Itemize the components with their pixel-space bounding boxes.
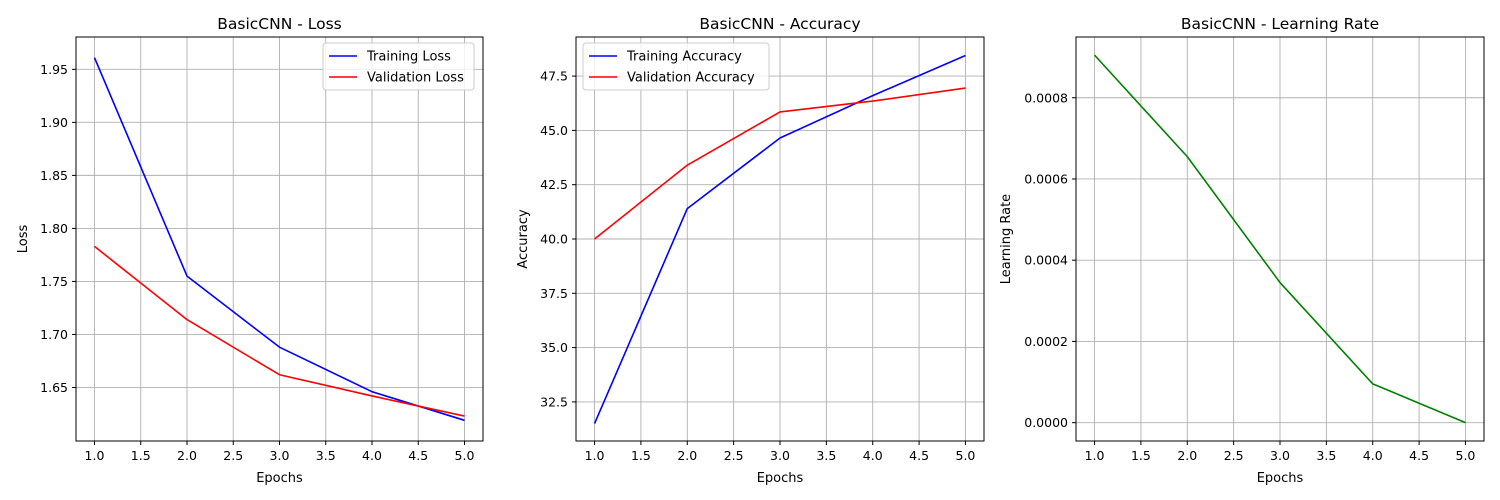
y-tick-label: 1.95 [40,62,68,77]
y-tick-label: 0.0006 [1024,171,1068,186]
y-tick-label: 32.5 [540,394,568,409]
series-line-1 [1093,54,1466,424]
plot-frame [575,36,985,442]
y-tick-label: 0.0002 [1024,334,1068,349]
x-tick-label: 5.0 [1456,448,1476,463]
y-tick-label: 1.75 [40,274,68,289]
plot-frame [75,36,484,442]
x-axis-label: Epochs [1257,471,1304,486]
x-tick-label: 4.0 [362,448,382,463]
legend: Training Accuracy Validation Accuracy [582,42,770,91]
y-tick-label: 35.0 [540,340,568,355]
y-tick-label: 1.70 [40,327,68,342]
x-tick-label: 1.0 [585,448,605,463]
legend: Training Loss Validation Loss [322,42,475,91]
y-tick-label: 47.5 [540,69,568,84]
x-tick-label: 1.0 [85,448,105,463]
chart-2: 1.0 1.5 2.0 2.5 3.0 3.5 4.0 4.5 5.0 32.5 35.0 37.5 4… [516,15,985,486]
plot-frame [1075,36,1485,442]
x-tick-label: 3.5 [316,448,336,463]
x-tick-label: 4.5 [909,448,929,463]
x-tick-label: 1.5 [631,448,651,463]
y-tick-label: 37.5 [540,286,568,301]
x-tick-label: 3.5 [1316,448,1336,463]
x-tick-label: 4.5 [1409,448,1429,463]
x-axis-label: Epochs [256,471,303,486]
y-axis-label: Accuracy [516,209,531,269]
legend-label: Training Loss [366,50,451,65]
x-tick-label: 3.0 [270,448,290,463]
legend-label: Training Accuracy [626,50,742,65]
x-tick-label: 1.0 [1085,448,1105,463]
chart-3: 1.0 1.5 2.0 2.5 3.0 3.5 4.0 4.5 5.0 0.0000 0.0002 0… [999,15,1485,486]
x-tick-label: 4.0 [1363,448,1383,463]
x-tick-label: 5.0 [956,448,976,463]
x-tick-label: 2.0 [1177,448,1197,463]
y-tick-label: 0.0000 [1024,415,1068,430]
chart-title: BasicCNN - Learning Rate [1181,15,1379,33]
y-tick-label: 40.0 [540,232,568,247]
x-tick-label: 1.5 [131,448,151,463]
x-tick-label: 2.5 [724,448,744,463]
series-line-1 [93,57,465,422]
y-axis-label: Loss [16,225,31,254]
x-axis-label: Epochs [757,471,804,486]
x-tick-label: 3.5 [816,448,836,463]
x-tick-label: 3.0 [1270,448,1290,463]
legend-box [322,42,475,91]
legend-label: Validation Loss [367,71,464,86]
x-tick-label: 4.0 [863,448,883,463]
series-line-2 [94,245,465,417]
y-axis-label: Learning Rate [999,194,1014,284]
y-tick-label: 0.0004 [1024,253,1068,268]
x-tick-label: 5.0 [455,448,475,463]
chart-title: BasicCNN - Loss [217,15,342,33]
x-tick-label: 2.5 [223,448,243,463]
y-tick-label: 45.0 [540,123,568,138]
series-line-2 [594,87,966,240]
x-tick-label: 2.0 [677,448,697,463]
x-tick-label: 4.5 [408,448,428,463]
y-tick-label: 42.5 [540,177,568,192]
y-tick-label: 1.85 [40,168,68,183]
y-tick-label: 1.80 [40,221,68,236]
y-tick-label: 0.0008 [1024,90,1068,105]
x-tick-label: 2.5 [1224,448,1244,463]
series-line-1 [593,54,966,424]
y-tick-label: 1.90 [40,115,68,130]
legend-label: Validation Accuracy [627,71,755,86]
chart-title: BasicCNN - Accuracy [699,15,860,33]
x-tick-label: 2.0 [177,448,197,463]
legend-box [582,42,770,91]
chart-1: 1.0 1.5 2.0 2.5 3.0 3.5 4.0 4.5 5.0 1.65 1.70 1.75 1… [16,15,484,486]
x-tick-label: 3.0 [770,448,790,463]
x-tick-label: 1.5 [1131,448,1151,463]
y-tick-label: 1.65 [40,380,68,395]
